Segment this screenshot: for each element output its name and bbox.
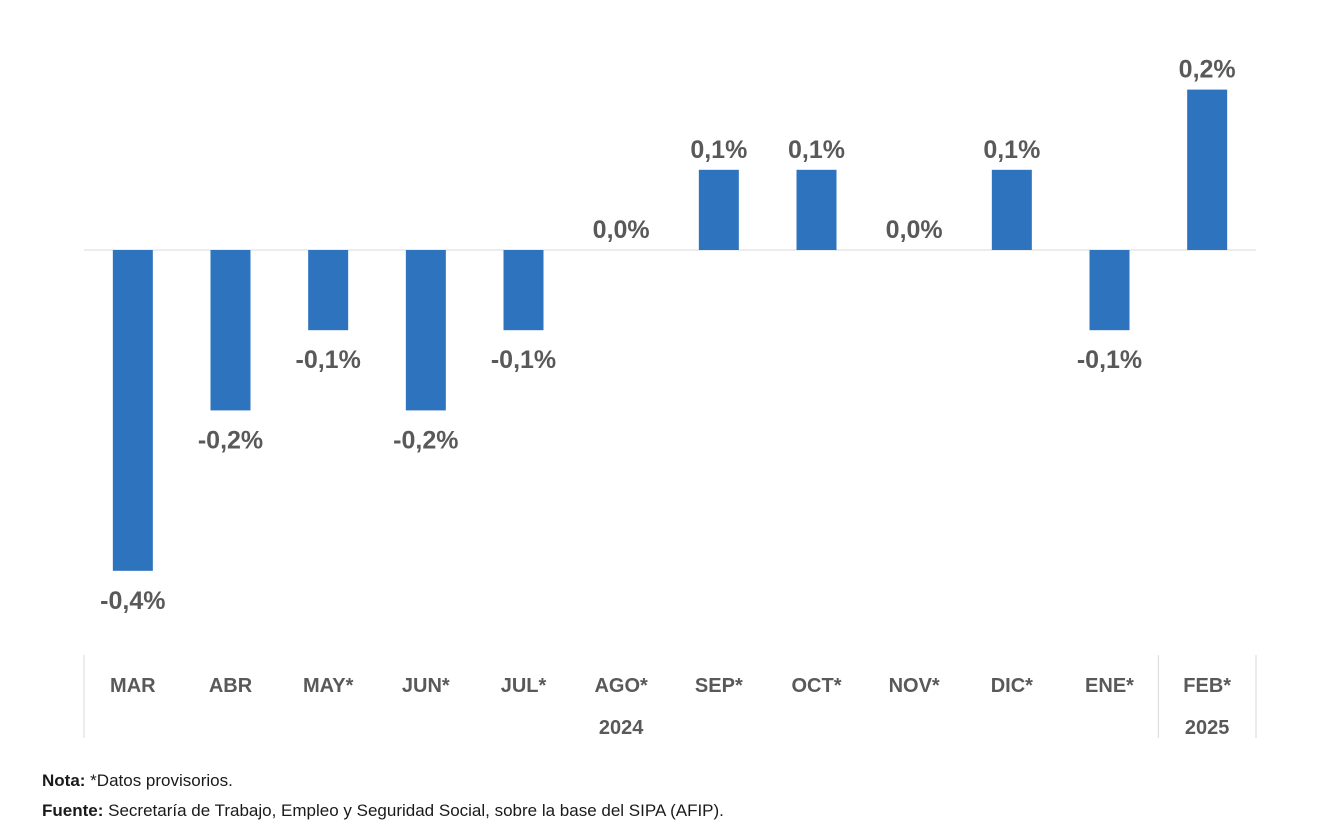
year-group-label: 2025 [1185,717,1230,739]
x-tick-label: NOV* [889,675,940,697]
data-label: 0,0% [886,216,943,244]
bar-abr [210,250,251,411]
data-label: 0,1% [983,136,1040,164]
x-tick-label: MAR [110,675,156,697]
data-label: 0,2% [1179,56,1236,84]
bar-sep [698,169,739,250]
data-label: -0,4% [100,587,165,615]
note-text: *Datos provisorios. [85,771,233,790]
x-tick-label: ABR [209,675,253,697]
bar-oct [796,169,837,250]
bar-chart: -0,4% -0,2% -0,1% -0,2% -0,1% 0,0% 0,1% 0,1% 0,0… [83,56,1257,739]
data-label: -0,1% [491,346,556,374]
data-label: -0,1% [1077,346,1142,374]
chart-source: Fuente: Secretaría de Trabajo, Empleo y … [42,801,724,821]
bar-jun [405,250,446,411]
x-tick-label: JUL* [501,675,547,697]
x-tick-label: ENE* [1085,675,1134,697]
bar-ene [1089,250,1130,331]
bar-mar [112,250,153,571]
x-tick-label: JUN* [402,675,450,697]
bar-may [308,250,349,331]
source-label: Fuente: [42,801,104,820]
year-group-label: 2024 [599,717,644,739]
bar-jul [503,250,544,331]
x-tick-label: MAY* [303,675,354,697]
data-label: 0,1% [788,136,845,164]
data-label: -0,2% [198,426,263,454]
bar-feb [1187,89,1228,250]
data-label: 0,1% [690,136,747,164]
x-tick-label: AGO* [594,675,648,697]
x-tick-label: FEB* [1183,675,1231,697]
data-label: -0,1% [296,346,361,374]
x-tick-label: DIC* [991,675,1033,697]
chart-note: Nota: *Datos provisorios. [42,771,233,791]
bar-dic [991,169,1032,250]
data-label: -0,2% [393,426,458,454]
source-text: Secretaría de Trabajo, Empleo y Segurida… [103,801,724,820]
x-tick-label: SEP* [695,675,743,697]
x-tick-label: OCT* [792,675,842,697]
note-label: Nota: [42,771,86,790]
data-label: 0,0% [593,216,650,244]
